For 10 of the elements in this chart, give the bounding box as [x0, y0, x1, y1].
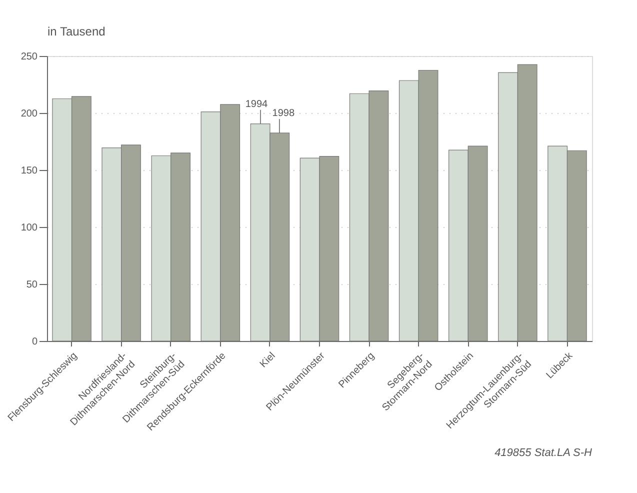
y-tick-label: 0	[32, 336, 38, 348]
y-tick-label: 250	[20, 52, 38, 62]
y-tick-label: 200	[20, 108, 38, 120]
annotation: 1998	[272, 108, 295, 119]
y-tick-label: 50	[26, 280, 38, 290]
text: 419855 Stat.LA S-H	[494, 447, 592, 459]
y-tick-label: 150	[20, 166, 38, 176]
y-tick-label: 100	[20, 222, 38, 234]
annotation: 1994	[245, 98, 268, 110]
y-axis-title: in Tausend	[48, 24, 106, 38]
